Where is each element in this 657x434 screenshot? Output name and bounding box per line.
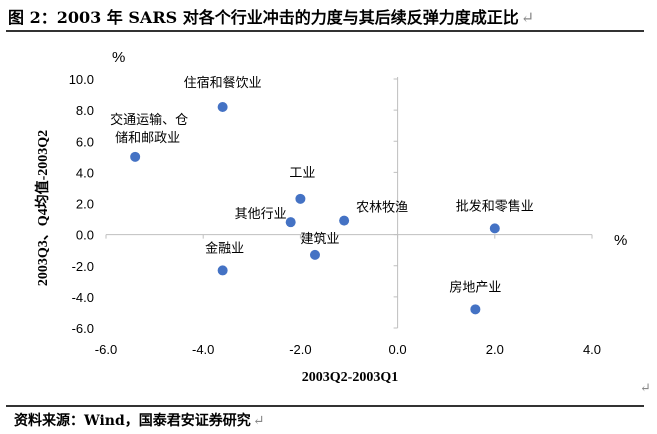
point-label: 建筑业 [300,231,339,247]
point-label: 住宿和餐饮业 [184,75,262,91]
y-tick-label: -6.0 [72,321,94,336]
y-tick-label: 4.0 [76,165,94,180]
y-unit-label: % [112,49,125,66]
x-tick-label: 0.0 [389,342,407,357]
data-point [309,249,320,260]
data-points [130,102,500,315]
x-tick-label: -4.0 [192,342,214,357]
return-mark-icon: ↵ [520,8,535,27]
data-point [285,217,296,228]
bottom-divider [6,405,644,407]
point-label: 房地产业 [449,279,501,295]
point-label: 金融业 [205,240,244,256]
tick-labels: 10.0 8.0 6.0 4.0 2.0 0.0 -2.0 -4.0 -6.0-6.0 -4.0 -… [69,72,601,357]
x-unit-label: % [614,232,627,249]
y-tick-label: -4.0 [72,290,94,305]
source-text: 资料来源：Wind，国泰君安证券研究 [14,413,251,429]
data-point [339,215,350,226]
y-tick-label: 8.0 [76,103,94,118]
point-label: 其他行业 [235,207,287,222]
source-note: 资料来源：Wind，国泰君安证券研究 ↵ [14,410,265,430]
top-divider [6,30,644,32]
y-tick-label: -2.0 [72,259,94,274]
x-tick-label: 2.0 [486,342,504,357]
x-tick-label: 4.0 [583,342,601,357]
point-label: 交通运输、仓储和邮政业 [110,112,188,146]
data-point [489,223,500,234]
return-mark-icon: ↵ [640,381,651,396]
data-point [130,151,141,162]
data-point [217,265,228,276]
y-tick-label: 0.0 [76,228,94,243]
x-tick-label: -6.0 [95,342,117,357]
y-tick-label: 2.0 [76,197,94,212]
figure-title-text: 图 2：2003 年 SARS 对各个行业冲击的力度与其后续反弹力度成正比 [8,8,519,27]
y-tick-label: 6.0 [76,134,94,149]
x-tick-label: -2.0 [289,342,311,357]
y-axis-title: 2003Q3、Q4均值-2003Q2 [34,130,51,286]
data-point [217,102,228,113]
figure-title: 图 2：2003 年 SARS 对各个行业冲击的力度与其后续反弹力度成正比 ↵ [8,4,534,28]
data-point [470,304,481,315]
data-point [295,193,306,204]
return-mark-icon: ↵ [252,413,265,429]
point-label: 工业 [289,166,315,181]
x-axis-title: 2003Q2-2003Q1 [302,370,398,385]
point-label: 批发和零售业 [456,198,534,214]
y-tick-label: 10.0 [69,72,94,87]
axes-layer [105,77,593,329]
point-label: 农林牧渔 [356,201,408,216]
